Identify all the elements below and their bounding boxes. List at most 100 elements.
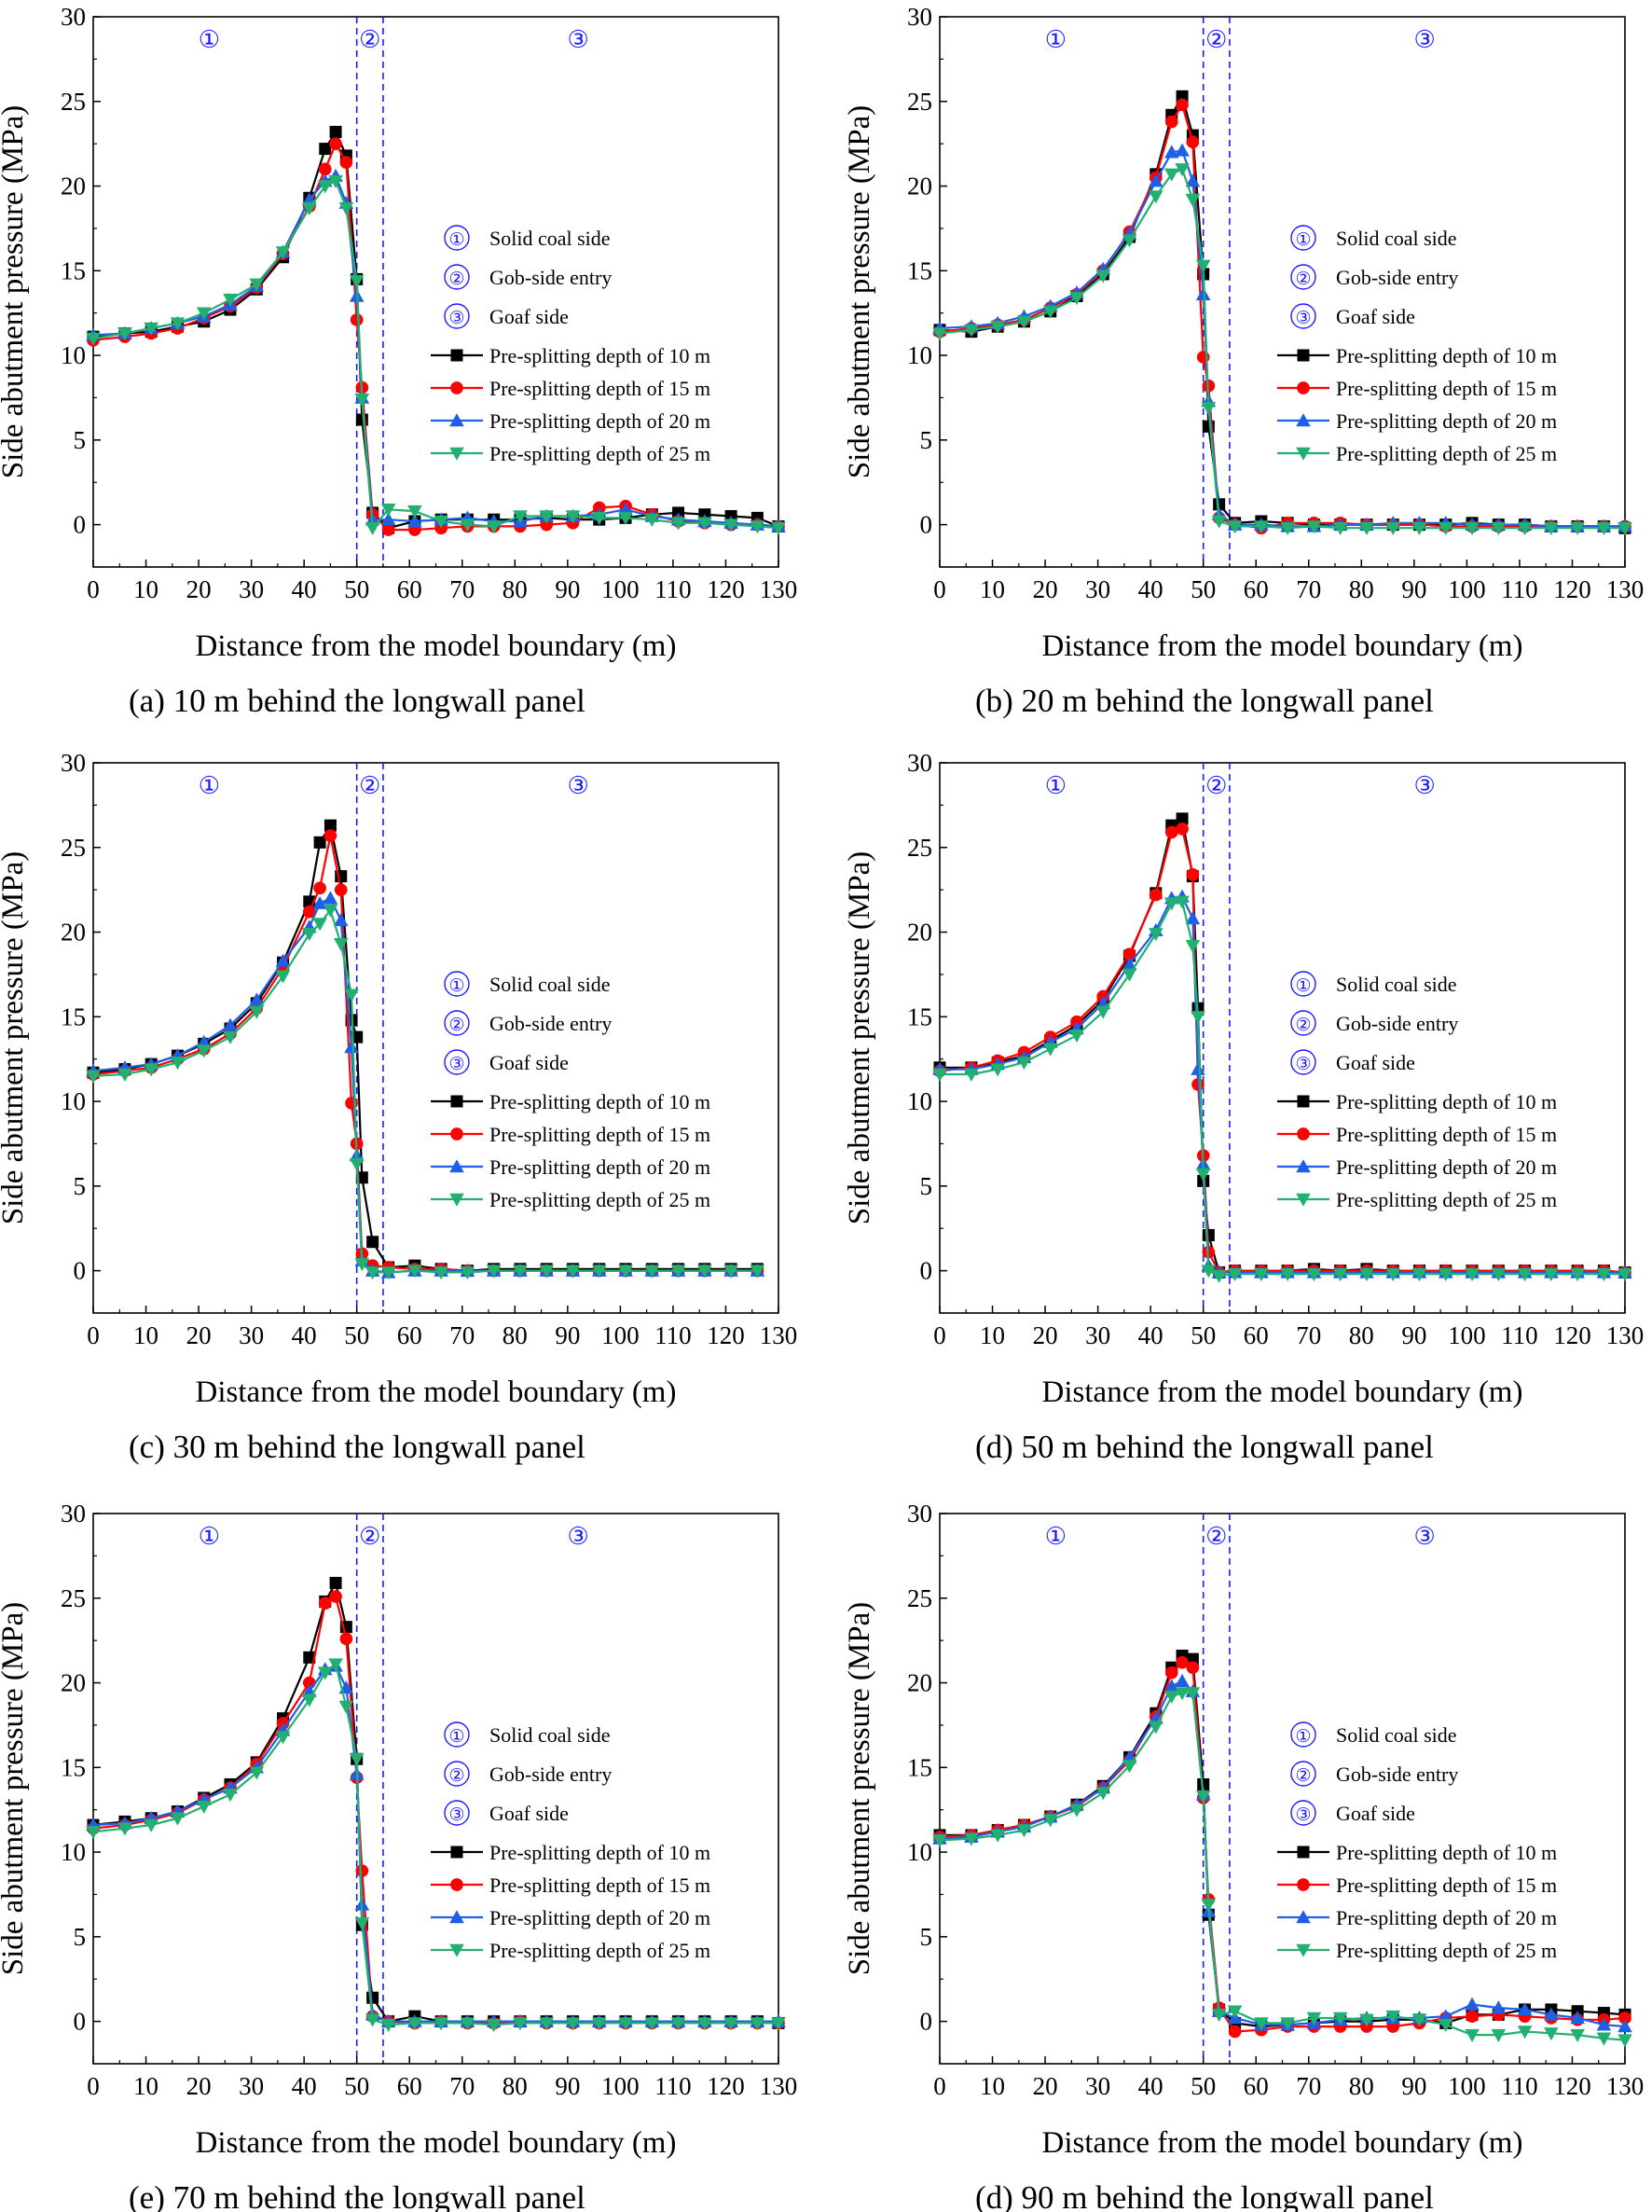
data-point: [591, 2017, 607, 2031]
data-point: [1491, 2028, 1507, 2042]
legend-zone-label: Goaf side: [1336, 1802, 1415, 1825]
data-point: [670, 517, 686, 531]
legend-series-label: Pre-splitting depth of 25 m: [1336, 1188, 1557, 1211]
legend-marker: [449, 1193, 464, 1207]
legend-marker: [1296, 1193, 1311, 1207]
x-tick-label: 80: [502, 2072, 528, 2100]
data-point: [318, 1597, 332, 1611]
y-tick-label: 25: [61, 1584, 86, 1612]
legend: ① Solid coal side ② Gob-side entry ③ Goaf sid…: [431, 1721, 710, 1962]
data-point: [1095, 270, 1111, 283]
y-tick-label: 25: [907, 834, 932, 862]
data-point: [380, 512, 396, 526]
data-point: [1176, 98, 1189, 112]
y-tick-label: 5: [920, 426, 933, 454]
data-point: [750, 1265, 765, 1279]
legend-series-label: Pre-splitting depth of 15 m: [1336, 1873, 1557, 1897]
data-point: [333, 913, 349, 927]
x-tick-label: 50: [344, 2072, 369, 2100]
x-tick-label: 110: [1501, 575, 1538, 603]
data-point: [223, 1030, 238, 1044]
legend-zone-symbol: ③: [1295, 1055, 1311, 1074]
legend-zone-symbol: ②: [448, 1766, 464, 1786]
legend-zone-label: Goaf side: [489, 1051, 569, 1074]
data-point: [771, 2017, 786, 2031]
data-point: [1618, 2034, 1632, 2048]
data-point: [591, 512, 607, 526]
data-point: [338, 201, 354, 215]
data-point: [1465, 1997, 1480, 2011]
data-point: [513, 1265, 528, 1279]
legend-zone-symbol-circle: [1290, 1761, 1316, 1787]
data-point: [750, 520, 765, 534]
y-tick-label: 0: [74, 2008, 87, 2036]
zone-marker-3: ③: [1413, 1523, 1435, 1550]
legend-zone-label: Solid coal side: [489, 1723, 611, 1747]
zone-marker-2: ②: [359, 1523, 380, 1550]
panel-caption: (d) 50 m behind the longwall panel: [975, 1429, 1434, 1465]
x-tick-label: 10: [980, 575, 1005, 603]
data-point: [1491, 1268, 1507, 1282]
data-point: [1095, 1005, 1111, 1019]
legend-zone-symbol-circle: [1290, 1721, 1316, 1748]
data-point: [196, 1044, 212, 1058]
x-axis-label: Distance from the model boundary (m): [1042, 2126, 1523, 2160]
legend-marker: [450, 1878, 463, 1891]
data-point: [249, 992, 265, 1006]
data-point: [1201, 402, 1217, 416]
data-point: [349, 1158, 365, 1172]
data-point: [86, 1826, 101, 1840]
zone-marker-2: ②: [359, 772, 380, 799]
data-point: [249, 278, 265, 292]
data-point: [1491, 2000, 1507, 2014]
data-point: [1359, 2013, 1374, 2027]
data-point: [323, 891, 338, 905]
data-point: [1185, 193, 1201, 207]
data-point: [329, 1590, 342, 1603]
x-tick-label: 0: [933, 1321, 946, 1349]
data-point: [618, 512, 633, 526]
plot-frame: [939, 1513, 1626, 2065]
legend-series-label: Pre-splitting depth of 25 m: [1336, 442, 1557, 465]
legend-series-label: Pre-splitting depth of 20 m: [1336, 1155, 1557, 1179]
data-point: [1411, 522, 1427, 536]
legend-zone-symbol-circle: [444, 264, 470, 290]
x-tick-label: 20: [186, 1321, 212, 1349]
data-point: [1227, 2005, 1243, 2019]
data-point: [1186, 135, 1200, 149]
data-point: [1195, 259, 1211, 273]
data-point: [380, 2019, 396, 2033]
zone-marker-3: ③: [1413, 26, 1435, 53]
x-tick-label: 70: [1296, 575, 1321, 603]
data-point: [460, 518, 475, 532]
data-point: [323, 904, 338, 918]
data-point: [723, 2017, 738, 2031]
x-tick-label: 80: [502, 575, 528, 603]
x-tick-label: 120: [707, 1321, 745, 1349]
data-point: [1164, 115, 1178, 129]
zone-marker-3: ③: [567, 772, 588, 799]
data-point: [355, 413, 368, 426]
x-tick-label: 10: [980, 1321, 1005, 1349]
y-tick-label: 10: [61, 1838, 86, 1866]
x-tick-label: 130: [760, 2072, 798, 2100]
data-point: [355, 1864, 369, 1877]
plot-frame: [92, 762, 779, 1314]
data-point: [1122, 1760, 1137, 1774]
data-point: [1149, 1721, 1163, 1735]
x-tick-label: 130: [1606, 575, 1645, 603]
x-tick-label: 20: [1033, 1321, 1058, 1349]
legend-zone-label: Solid coal side: [1336, 1723, 1457, 1747]
y-tick-label: 0: [920, 2008, 933, 2036]
zone-marker-2: ②: [1205, 26, 1227, 53]
data-point: [670, 1265, 686, 1279]
x-tick-label: 40: [292, 575, 317, 603]
data-point: [1332, 2012, 1348, 2025]
x-tick-label: 130: [1606, 1321, 1645, 1349]
x-tick-label: 80: [1349, 1321, 1374, 1349]
data-point: [86, 1070, 101, 1084]
x-axis-label: Distance from the model boundary (m): [196, 1376, 677, 1409]
legend-series-label: Pre-splitting depth of 20 m: [489, 1906, 710, 1929]
legend-marker: [450, 1095, 463, 1108]
data-point: [1164, 1666, 1178, 1680]
